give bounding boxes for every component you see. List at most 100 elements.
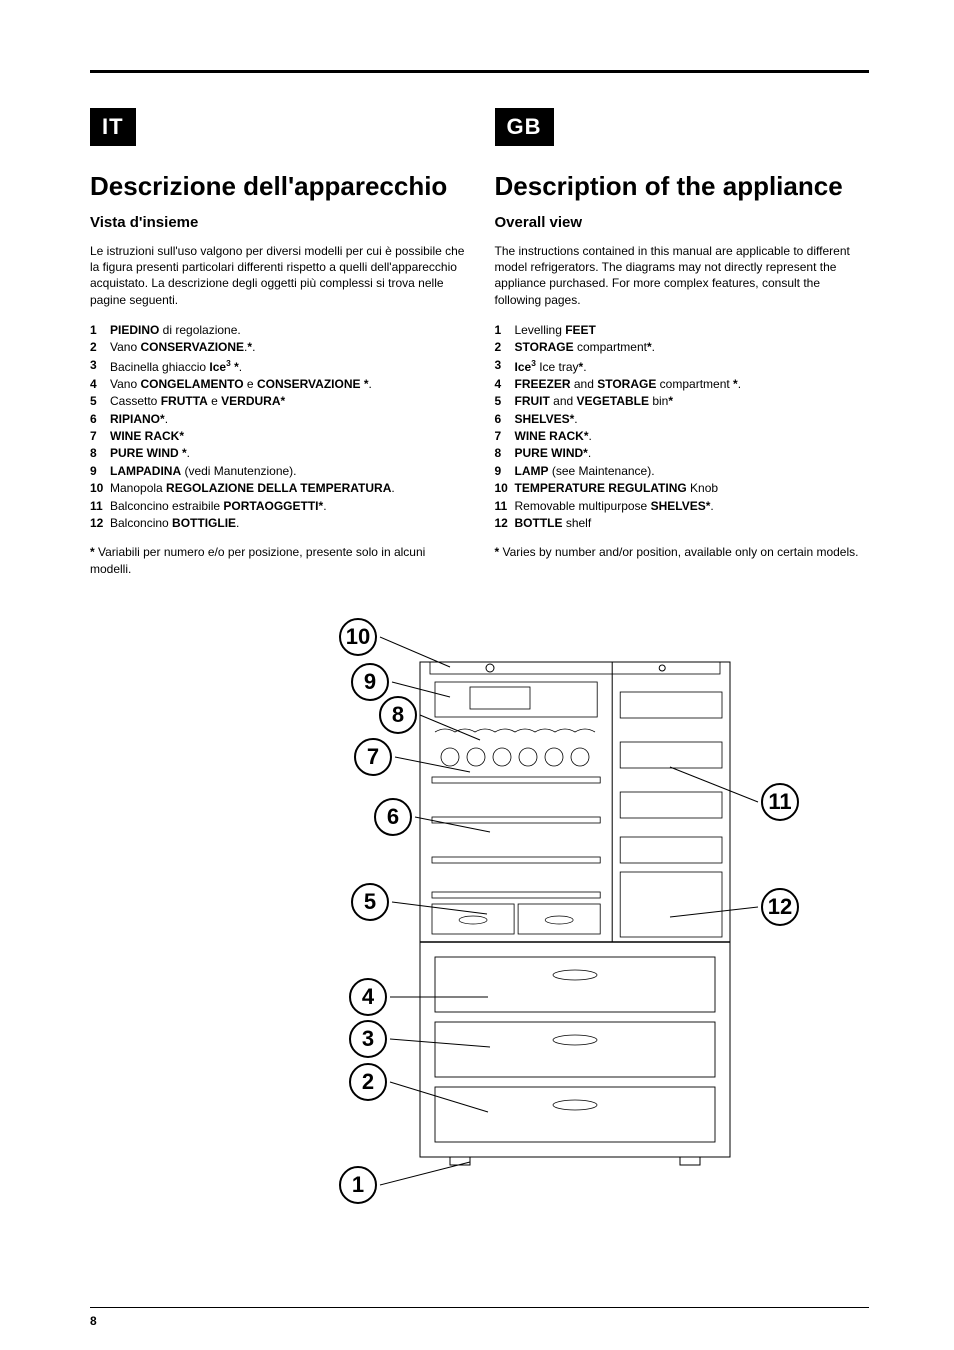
item-text: Vano CONGELAMENTO e CONSERVAZIONE *. xyxy=(110,376,372,393)
item-text: Removable multipurpose SHELVES*. xyxy=(515,498,714,515)
parts-list-item: 5FRUIT and VEGETABLE bin* xyxy=(495,393,870,410)
parts-list-item: 7WINE RACK*. xyxy=(495,428,870,445)
svg-text:11: 11 xyxy=(768,789,791,814)
item-text: WINE RACK*. xyxy=(515,428,592,445)
item-text: Cassetto FRUTTA e VERDURA* xyxy=(110,393,285,410)
item-text: RIPIANO*. xyxy=(110,411,168,428)
parts-list-item: 7WINE RACK* xyxy=(90,428,465,445)
parts-list-item: 3 Bacinella ghiaccio Ice3 *. xyxy=(90,357,465,376)
item-number: 1 xyxy=(495,322,515,339)
subtitle-it: Vista d'insieme xyxy=(90,214,465,231)
item-number: 11 xyxy=(90,498,110,515)
parts-list-item: 11Balconcino estraibile PORTAOGGETTI*. xyxy=(90,498,465,515)
parts-list-item: 10TEMPERATURE REGULATING Knob xyxy=(495,480,870,497)
item-number: 3 xyxy=(495,357,515,376)
column-it: IT Descrizione dell'apparecchio Vista d'… xyxy=(90,108,465,577)
footer-rule xyxy=(90,1307,869,1308)
item-number: 6 xyxy=(90,411,110,428)
parts-list-item: 12BOTTLE shelf xyxy=(495,515,870,532)
item-text: PURE WIND *. xyxy=(110,445,190,462)
item-text: BOTTLE shelf xyxy=(515,515,592,532)
item-number: 7 xyxy=(495,428,515,445)
parts-list-item: 2STORAGE compartment*. xyxy=(495,339,870,356)
item-text: FREEZER and STORAGE compartment *. xyxy=(515,376,742,393)
item-number: 11 xyxy=(495,498,515,515)
item-number: 1 xyxy=(90,322,110,339)
footnote-it: * Variabili per numero e/o per posizione… xyxy=(90,544,465,576)
svg-text:1: 1 xyxy=(351,1172,363,1197)
title-it: Descrizione dell'apparecchio xyxy=(90,171,465,202)
item-text: SHELVES*. xyxy=(515,411,578,428)
parts-list-item: 9LAMPADINA (vedi Manutenzione). xyxy=(90,463,465,480)
diagram-svg: 109876543211112 xyxy=(100,607,860,1207)
parts-list-item: 4Vano CONGELAMENTO e CONSERVAZIONE *. xyxy=(90,376,465,393)
item-text: Balconcino estraibile PORTAOGGETTI*. xyxy=(110,498,327,515)
parts-list-item: 3Ice3 Ice tray*. xyxy=(495,357,870,376)
intro-it: Le istruzioni sull'uso valgono per diver… xyxy=(90,243,465,308)
item-text: WINE RACK* xyxy=(110,428,184,445)
item-text: PIEDINO di regolazione. xyxy=(110,322,241,339)
item-number: 4 xyxy=(90,376,110,393)
title-gb: Description of the appliance xyxy=(495,171,870,202)
item-number: 7 xyxy=(90,428,110,445)
parts-list-item: 12Balconcino BOTTIGLIE. xyxy=(90,515,465,532)
subtitle-gb: Overall view xyxy=(495,214,870,231)
intro-gb: The instructions contained in this manua… xyxy=(495,243,870,308)
item-text: Vano CONSERVAZIONE.*. xyxy=(110,339,255,356)
parts-list-gb: 1Levelling FEET2STORAGE compartment*.3Ic… xyxy=(495,322,870,533)
parts-list-item: 11Removable multipurpose SHELVES*. xyxy=(495,498,870,515)
svg-text:4: 4 xyxy=(361,984,374,1009)
parts-list-item: 10Manopola REGOLAZIONE DELLA TEMPERATURA… xyxy=(90,480,465,497)
item-number: 2 xyxy=(90,339,110,356)
manual-page: IT Descrizione dell'apparecchio Vista d'… xyxy=(0,0,954,1350)
appliance-diagram: 109876543211112 xyxy=(90,607,869,1212)
item-text: FRUIT and VEGETABLE bin* xyxy=(515,393,674,410)
item-text: Balconcino BOTTIGLIE. xyxy=(110,515,239,532)
item-text: LAMP (see Maintenance). xyxy=(515,463,655,480)
lang-badge-it: IT xyxy=(90,108,136,146)
parts-list-item: 2Vano CONSERVAZIONE.*. xyxy=(90,339,465,356)
parts-list-item: 6 RIPIANO*. xyxy=(90,411,465,428)
lang-badge-gb: GB xyxy=(495,108,554,146)
item-text: PURE WIND*. xyxy=(515,445,592,462)
parts-list-item: 8PURE WIND *. xyxy=(90,445,465,462)
footnote-gb: * Varies by number and/or position, avai… xyxy=(495,544,870,560)
two-column-layout: IT Descrizione dell'apparecchio Vista d'… xyxy=(90,108,869,577)
svg-text:8: 8 xyxy=(391,702,403,727)
item-number: 12 xyxy=(90,515,110,532)
item-text: Levelling FEET xyxy=(515,322,596,339)
item-number: 3 xyxy=(90,357,110,376)
item-number: 9 xyxy=(495,463,515,480)
svg-text:9: 9 xyxy=(363,669,375,694)
item-text: LAMPADINA (vedi Manutenzione). xyxy=(110,463,297,480)
svg-text:7: 7 xyxy=(366,744,378,769)
parts-list-item: 1Levelling FEET xyxy=(495,322,870,339)
item-number: 2 xyxy=(495,339,515,356)
item-number: 8 xyxy=(495,445,515,462)
parts-list-item: 8PURE WIND*. xyxy=(495,445,870,462)
svg-text:6: 6 xyxy=(386,804,398,829)
column-gb: GB Description of the appliance Overall … xyxy=(495,108,870,577)
item-text: TEMPERATURE REGULATING Knob xyxy=(515,480,719,497)
item-number: 4 xyxy=(495,376,515,393)
svg-text:10: 10 xyxy=(345,624,369,649)
item-number: 9 xyxy=(90,463,110,480)
item-text: STORAGE compartment*. xyxy=(515,339,656,356)
parts-list-item: 9LAMP (see Maintenance). xyxy=(495,463,870,480)
item-text: Ice3 Ice tray*. xyxy=(515,357,587,376)
parts-list-item: 5Cassetto FRUTTA e VERDURA* xyxy=(90,393,465,410)
parts-list-item: 6SHELVES*. xyxy=(495,411,870,428)
svg-text:12: 12 xyxy=(767,894,791,919)
svg-text:5: 5 xyxy=(363,889,375,914)
item-number: 10 xyxy=(90,480,110,497)
parts-list-it: 1PIEDINO di regolazione.2Vano CONSERVAZI… xyxy=(90,322,465,533)
parts-list-item: 4FREEZER and STORAGE compartment *. xyxy=(495,376,870,393)
item-number: 5 xyxy=(90,393,110,410)
item-number: 6 xyxy=(495,411,515,428)
item-number: 8 xyxy=(90,445,110,462)
item-number: 10 xyxy=(495,480,515,497)
item-text: Manopola REGOLAZIONE DELLA TEMPERATURA. xyxy=(110,480,395,497)
parts-list-item: 1PIEDINO di regolazione. xyxy=(90,322,465,339)
item-text: Bacinella ghiaccio Ice3 *. xyxy=(110,357,242,376)
item-number: 5 xyxy=(495,393,515,410)
